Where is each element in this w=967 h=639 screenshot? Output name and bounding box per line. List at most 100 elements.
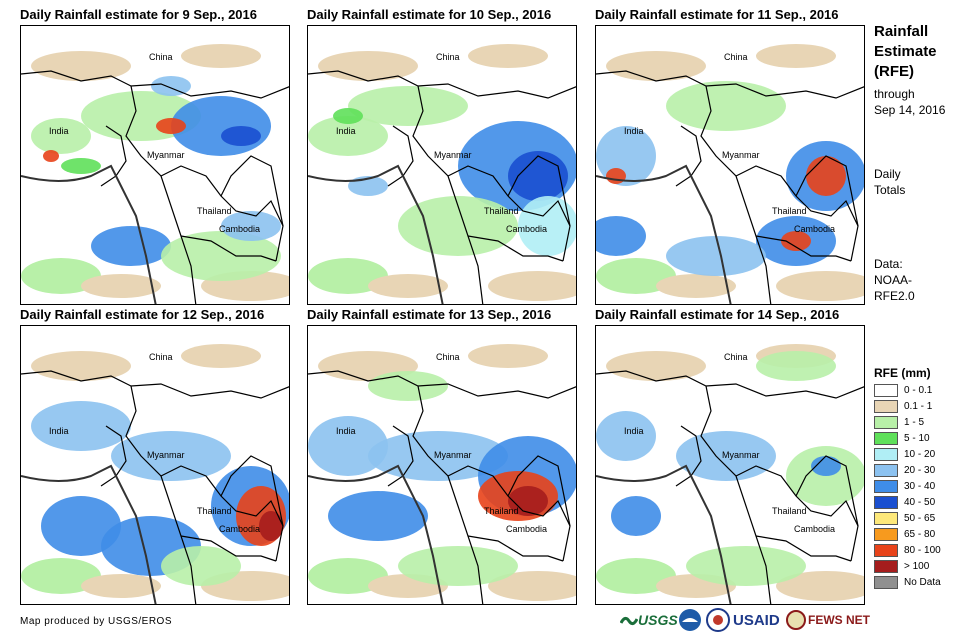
country-label-cambodia: Cambodia — [506, 524, 548, 534]
usgs-logo-text: USGS — [638, 612, 678, 628]
country-label-myanmar: Myanmar — [434, 450, 472, 460]
panel-title: Daily Rainfall estimate for 12 Sep., 201… — [20, 307, 265, 322]
coastline — [308, 164, 444, 304]
rainfall-area — [488, 571, 576, 601]
legend-swatch — [874, 560, 898, 573]
country-border — [447, 465, 571, 562]
rainfall-area — [91, 226, 171, 266]
country-border — [755, 535, 852, 562]
through-label: through — [874, 87, 915, 101]
rainfall-field — [21, 326, 289, 604]
country-label-china: China — [436, 352, 460, 362]
rainfall-area — [308, 116, 388, 156]
rainfall-area — [666, 236, 766, 276]
rainfall-area — [398, 546, 518, 586]
legend-swatch — [874, 416, 898, 429]
legend-swatch — [874, 544, 898, 557]
title-line-3: (RFE) — [874, 63, 914, 80]
rainfall-area — [666, 81, 786, 131]
rainfall-area — [508, 486, 548, 516]
coastline — [596, 164, 732, 304]
rainfall-area — [596, 411, 656, 461]
country-border — [160, 465, 284, 562]
country-label-india: India — [624, 426, 644, 436]
legend-label: 0 - 0.1 — [904, 385, 933, 396]
country-label-myanmar: Myanmar — [722, 150, 760, 160]
rainfall-map-panel: Daily Rainfall estimate for 13 Sep., 201… — [307, 307, 577, 605]
rainfall-map-panel: Daily Rainfall estimate for 10 Sep., 201… — [307, 7, 577, 305]
country-label-china: China — [436, 52, 460, 62]
rainfall-area — [318, 51, 418, 81]
rainfall-area — [518, 196, 576, 256]
rainfall-area — [348, 86, 468, 126]
rainfall-area — [21, 558, 101, 594]
country-border — [755, 235, 852, 262]
rainfall-area — [398, 196, 518, 256]
rainfall-area — [328, 491, 428, 541]
rainfall-area — [156, 118, 186, 134]
country-border — [735, 165, 859, 262]
country-label-thailand: Thailand — [197, 506, 232, 516]
country-border — [100, 125, 127, 187]
rainfall-area — [181, 44, 261, 68]
rainfall-area — [31, 351, 131, 381]
rainfall-area — [468, 344, 548, 368]
rainfall-map-panel: Daily Rainfall estimate for 11 Sep., 201… — [595, 7, 865, 305]
coastline — [308, 464, 444, 604]
coastline — [596, 464, 732, 604]
usaid-seal-icon — [706, 608, 730, 632]
rainfall-area — [606, 51, 706, 81]
legend-label: No Data — [904, 577, 941, 588]
country-border — [596, 70, 864, 99]
rainfall-area — [488, 271, 576, 301]
legend-label: 20 - 30 — [904, 465, 936, 476]
country-border — [100, 425, 127, 487]
panel-title: Daily Rainfall estimate for 9 Sep., 2016 — [20, 7, 257, 22]
rainfall-area — [333, 108, 363, 124]
legend-label: 50 - 65 — [904, 513, 936, 524]
country-border — [735, 465, 859, 562]
country-label-china: China — [149, 352, 173, 362]
country-label-myanmar: Myanmar — [147, 450, 185, 460]
rainfall-area — [259, 511, 283, 541]
legend-swatch — [874, 448, 898, 461]
rainfall-map: China India Myanmar Thailand Cambodia — [20, 25, 290, 305]
rainfall-area — [656, 274, 736, 298]
legend-swatch — [874, 480, 898, 493]
fewsnet-globe-icon — [786, 610, 806, 630]
rainfall-map-panel: Daily Rainfall estimate for 9 Sep., 2016… — [20, 7, 290, 305]
rainfall-field — [308, 326, 576, 604]
legend-label: 80 - 100 — [904, 545, 941, 556]
title-line-2: Estimate — [874, 43, 937, 60]
legend-swatch — [874, 464, 898, 477]
legend-swatch — [874, 576, 898, 589]
rainfall-map-panel: Daily Rainfall estimate for 14 Sep., 201… — [595, 307, 865, 605]
fewsnet-logo-text: FEWS NET — [808, 613, 870, 627]
legend-label: 1 - 5 — [904, 417, 925, 428]
rainfall-area — [786, 446, 864, 506]
rainfall-area — [781, 231, 811, 251]
legend-swatch — [874, 528, 898, 541]
country-border — [180, 235, 277, 262]
rainfall-area — [151, 76, 191, 96]
rainfall-field — [308, 26, 576, 304]
rainfall-area — [308, 416, 388, 476]
rainfall-area — [43, 150, 59, 162]
country-border — [308, 70, 576, 99]
rainfall-area — [606, 168, 626, 184]
rainfall-area — [308, 558, 388, 594]
panel-title: Daily Rainfall estimate for 14 Sep., 201… — [595, 307, 840, 322]
country-label-china: China — [149, 52, 173, 62]
country-label-india: India — [336, 126, 356, 136]
rainfall-area — [596, 258, 676, 294]
through-date: Sep 14, 2016 — [874, 103, 946, 117]
data-line-1: Data: — [874, 257, 903, 271]
data-line-2: NOAA- — [874, 273, 913, 287]
country-label-china: China — [724, 52, 748, 62]
legend-label: 40 - 50 — [904, 497, 936, 508]
country-border — [160, 165, 284, 262]
country-border — [507, 155, 571, 227]
rainfall-map: China India Myanmar Thailand Cambodia — [595, 325, 865, 605]
country-label-cambodia: Cambodia — [506, 224, 548, 234]
rainfall-area — [81, 574, 161, 598]
